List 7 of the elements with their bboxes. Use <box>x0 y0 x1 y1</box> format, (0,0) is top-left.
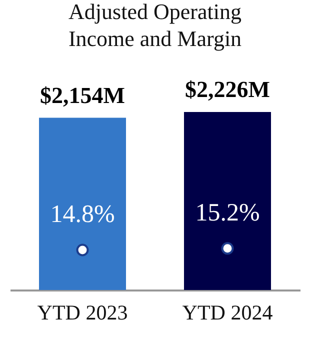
data-label: $2,226M <box>185 77 270 102</box>
x-tick-label: YTD 2024 <box>182 300 274 324</box>
chart-title: Adjusted Operating Income and Margin <box>68 0 242 51</box>
x-tick-label: YTD 2023 <box>37 300 128 324</box>
annotation: 15.2% <box>195 199 260 226</box>
data-label: $2,154M <box>40 82 126 108</box>
annotation: 14.8% <box>50 201 115 228</box>
